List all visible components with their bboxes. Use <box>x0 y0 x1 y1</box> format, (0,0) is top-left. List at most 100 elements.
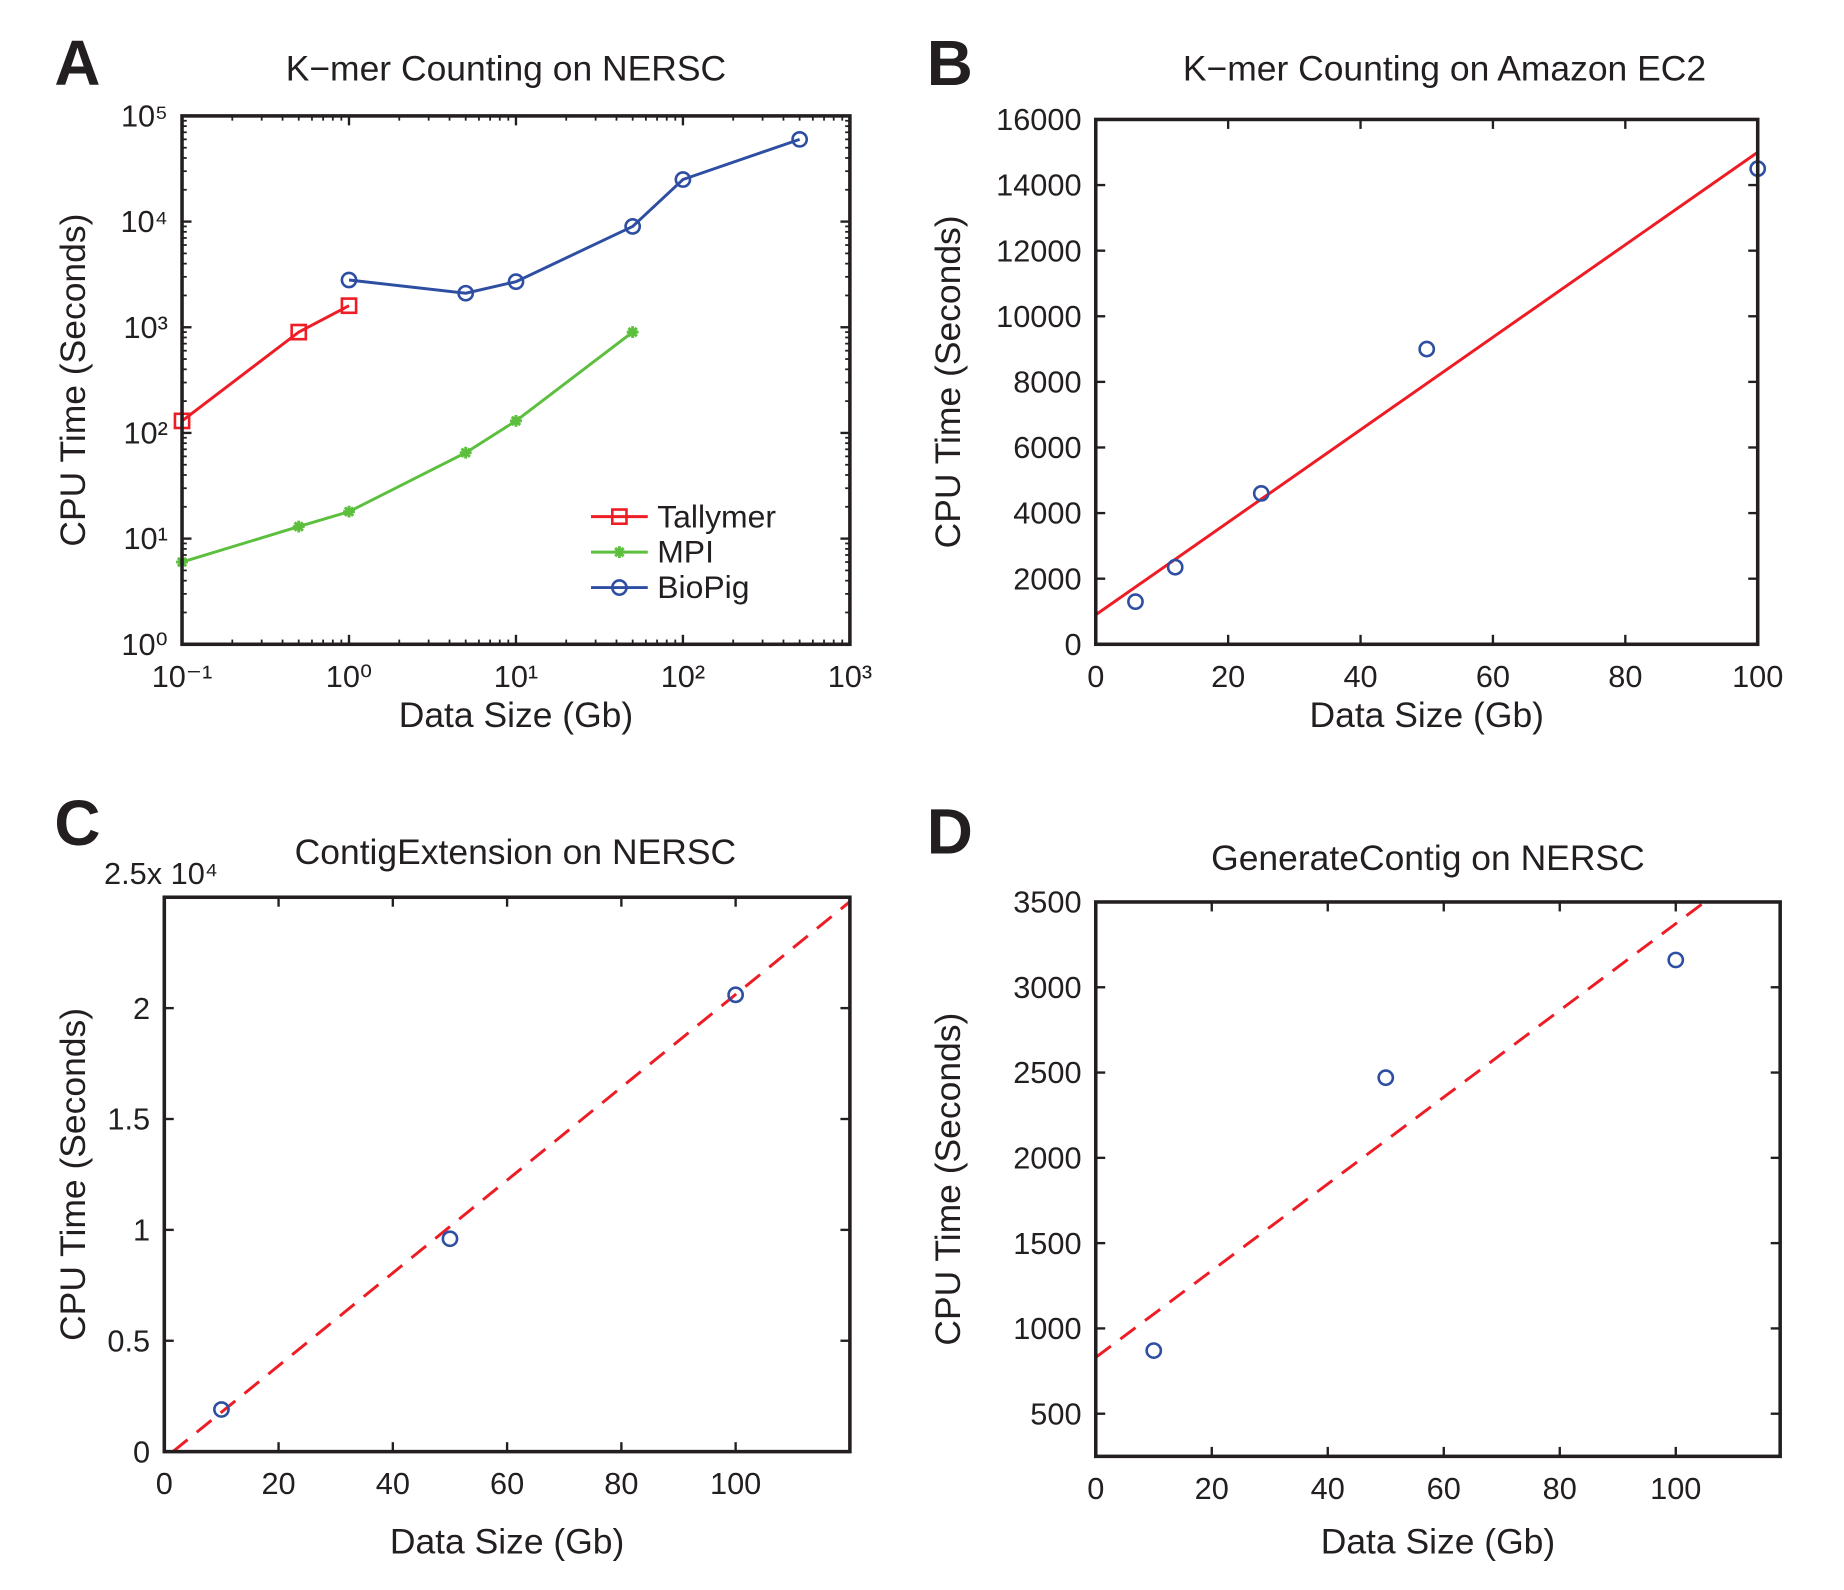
legend-label: BioPig <box>657 569 749 605</box>
panel-letter: C <box>54 787 100 859</box>
chart-title: ContigExtension on NERSC <box>295 832 736 872</box>
y-tick-label: 10000 <box>996 299 1081 334</box>
axes-box <box>162 895 852 1454</box>
y-tick-label: 3000 <box>1013 970 1081 1005</box>
asterisk-stroke <box>460 447 471 458</box>
x-tick-label: 20 <box>1195 1471 1229 1506</box>
x-tick-label: 10⁰ <box>326 659 372 694</box>
legend-marker <box>611 508 628 526</box>
x-axis-label: Data Size (Gb) <box>1321 1521 1555 1561</box>
data-point <box>441 1230 459 1248</box>
series-tallymer <box>173 297 358 430</box>
asterisk-stroke <box>510 415 522 427</box>
data-point <box>510 414 522 427</box>
y-tick-label: 8000 <box>1013 365 1081 400</box>
asterisk-stroke <box>293 521 304 532</box>
y-tick-label: 2000 <box>1013 561 1081 596</box>
data-point <box>213 1401 230 1418</box>
plot-area <box>1095 151 1758 616</box>
data-point <box>727 986 745 1004</box>
series-biopig <box>340 130 809 302</box>
series-line <box>181 304 350 423</box>
axes-box <box>1093 117 1760 647</box>
y-tick-label: 10¹ <box>123 521 167 556</box>
legend-marker <box>611 579 628 596</box>
x-axis-label: Data Size (Gb) <box>390 1521 624 1561</box>
data-point <box>791 130 809 148</box>
y-tick-label: 1500 <box>1013 1226 1081 1261</box>
data-point <box>292 520 305 533</box>
data-point <box>1418 340 1436 358</box>
data-point <box>626 326 639 339</box>
data-point <box>290 323 308 341</box>
plot-area <box>171 900 850 1452</box>
x-tick-label: 40 <box>1343 659 1377 694</box>
y-tick-label: 14000 <box>996 168 1081 203</box>
x-tick-label: 20 <box>261 1466 295 1501</box>
data-point <box>624 218 642 235</box>
series-line <box>181 330 634 564</box>
panel-b: B K−mer Counting on Amazon EC2 Data Size (… <box>927 27 1784 735</box>
panel-a: A K−mer Counting on NERSC Data Size (Gb) CP… <box>53 27 872 735</box>
data-point <box>1667 951 1685 969</box>
legend-marker <box>613 546 626 558</box>
y-axis-label: CPU Time (Seconds) <box>53 214 93 547</box>
data-point <box>459 446 472 459</box>
y-tick-label: 0.5 <box>107 1323 150 1358</box>
y-exponent-label: 2.5x 10⁴ <box>104 856 218 891</box>
y-tick-label: 16000 <box>996 102 1081 137</box>
x-tick-label: 10² <box>661 659 705 694</box>
x-axis-label: Data Size (Gb) <box>399 695 633 735</box>
x-tick-label: 60 <box>1427 1471 1461 1506</box>
x-tick-label: 20 <box>1211 659 1245 694</box>
fit-line <box>1095 151 1758 616</box>
y-tick-label: 10⁰ <box>121 627 167 662</box>
data-point <box>457 284 475 302</box>
y-tick-label: 6000 <box>1013 430 1081 465</box>
panel-d: D GenerateContig on NERSC Data Size (Gb) CP… <box>927 796 1782 1561</box>
y-tick-label: 1 <box>133 1213 150 1248</box>
data-point <box>340 297 358 315</box>
legend-label: MPI <box>657 534 714 570</box>
y-tick-label: 10² <box>123 416 167 451</box>
panel-c: C ContigExtension on NERSC Data Size (Gb) C… <box>53 787 852 1561</box>
x-tick-label: 100 <box>1732 659 1783 694</box>
series-line <box>348 137 801 295</box>
x-tick-label: 0 <box>156 1466 173 1501</box>
y-tick-label: 1000 <box>1013 1311 1081 1346</box>
axes-box <box>1093 900 1782 1459</box>
asterisk-stroke <box>614 546 625 558</box>
asterisk-stroke <box>343 506 355 517</box>
data-point <box>1377 1069 1395 1087</box>
x-tick-label: 60 <box>1476 659 1510 694</box>
data-point <box>1145 1342 1163 1359</box>
y-axis-label: CPU Time (Seconds) <box>928 215 968 548</box>
panel-letter: A <box>54 27 100 99</box>
x-tick-label: 10³ <box>828 659 872 694</box>
data-point <box>674 171 692 188</box>
x-tick-label: 80 <box>1608 659 1642 694</box>
x-tick-label: 40 <box>1311 1471 1345 1506</box>
x-tick-label: 10¹ <box>494 659 538 694</box>
legend-label: Tallymer <box>657 498 776 534</box>
y-tick-label: 0 <box>1064 627 1081 662</box>
plot-area <box>1095 901 1706 1359</box>
data-point <box>1166 558 1184 576</box>
data-point <box>343 505 355 518</box>
asterisk-stroke <box>627 326 638 338</box>
chart-title: GenerateContig on NERSC <box>1211 838 1645 878</box>
y-tick-label: 500 <box>1030 1396 1081 1431</box>
x-tick-label: 100 <box>710 1466 761 1501</box>
x-tick-label: 80 <box>1543 1471 1577 1506</box>
data-point <box>507 273 525 291</box>
x-tick-label: 100 <box>1650 1471 1701 1506</box>
data-point <box>340 271 358 289</box>
y-tick-label: 10⁴ <box>120 204 167 239</box>
fit-line <box>171 900 850 1452</box>
y-tick-label: 2000 <box>1013 1140 1081 1175</box>
data-point <box>1252 485 1270 502</box>
y-tick-label: 1.5 <box>107 1102 150 1137</box>
y-tick-label: 10³ <box>123 310 167 345</box>
